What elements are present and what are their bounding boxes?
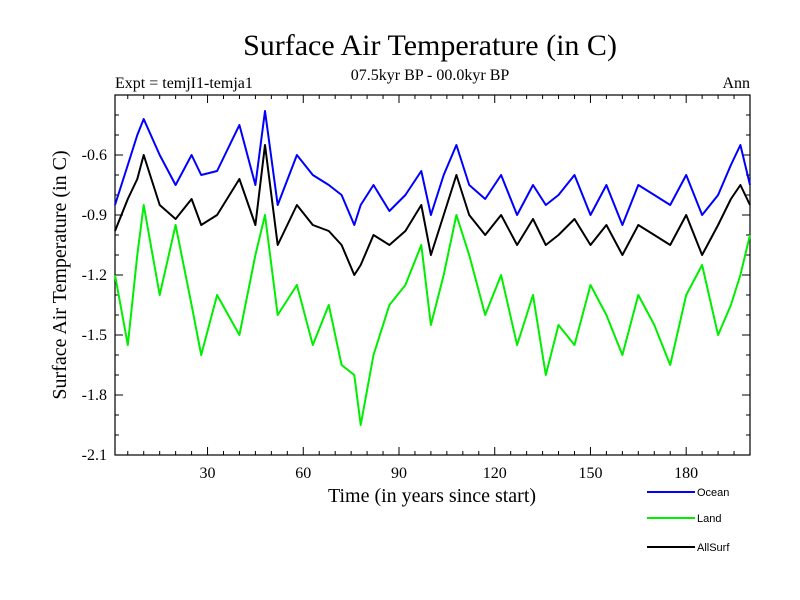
axis-ticks: 30 60 90 120 150 180 -2.1 -1.8 -1.5 -1.2 -0.9 -0.6	[82, 95, 750, 482]
x-tick-label: 180	[674, 465, 698, 482]
series-lines	[114, 110, 751, 426]
y-axis-label: Surface Air Temperature (in C)	[49, 150, 71, 399]
chart-subtitle: 07.5kyr BP - 00.0kyr BP	[351, 67, 510, 84]
season-label: Ann	[722, 75, 750, 92]
y-tick-label: -0.6	[82, 147, 107, 164]
x-axis-label: Time (in years since start)	[328, 485, 536, 507]
y-tick-label: -2.1	[82, 447, 107, 464]
x-tick-label: 30	[200, 465, 216, 482]
legend: Ocean Land AllSurf	[647, 487, 730, 554]
chart-title: Surface Air Temperature (in C)	[243, 29, 617, 62]
legend-label-allsurf: AllSurf	[697, 542, 730, 554]
series-line-allsurf	[114, 144, 751, 276]
experiment-label: Expt = temjI1-temja1	[115, 75, 253, 92]
y-tick-label: -1.2	[82, 267, 107, 284]
x-tick-label: 120	[483, 465, 507, 482]
x-tick-label: 90	[391, 465, 407, 482]
x-tick-label: 60	[295, 465, 311, 482]
y-tick-label: -1.8	[82, 387, 107, 404]
legend-label-land: Land	[697, 513, 721, 525]
legend-label-ocean: Ocean	[697, 487, 729, 499]
y-tick-label: -0.9	[82, 207, 107, 224]
series-line-ocean	[114, 110, 751, 226]
y-tick-label: -1.5	[82, 327, 107, 344]
x-tick-label: 150	[578, 465, 602, 482]
series-line-land	[114, 204, 751, 426]
plot-frame	[114, 94, 751, 456]
